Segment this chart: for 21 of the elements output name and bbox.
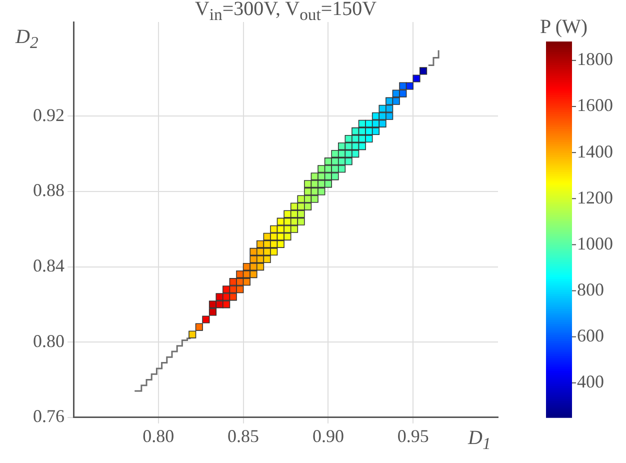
y-tick-label: 0.92 — [33, 104, 64, 125]
color-bar-label: 1800 — [577, 49, 613, 70]
x-tick-label: 0.90 — [312, 426, 344, 446]
y-axis-title: D$_{2}$ — [16, 26, 38, 53]
color-bar-title: P (W) — [540, 16, 588, 39]
color-bar-label: 600 — [577, 326, 604, 346]
y-tick-label: 0.88 — [33, 180, 64, 200]
x-axis-title: D$_{1}$ — [468, 427, 491, 454]
chart-title: V$_{in}$=300V, V$_{out}$=150V — [194, 0, 378, 25]
color-bar-label: 400 — [577, 372, 604, 392]
x-tick-label: 0.95 — [397, 426, 429, 446]
color-bar-label: 1000 — [577, 233, 613, 254]
color-bar-label: 1400 — [577, 141, 613, 162]
x-tick-label: 0.85 — [228, 426, 260, 446]
y-tick-label: 0.80 — [33, 330, 64, 351]
color-bar-label: 800 — [577, 279, 604, 300]
color-bar-label: 1600 — [577, 95, 613, 116]
y-tick-label: 0.76 — [33, 406, 64, 426]
color-bar-label: 1200 — [577, 187, 613, 208]
y-tick-label: 0.84 — [33, 256, 64, 276]
x-tick-label: 0.80 — [142, 426, 174, 446]
